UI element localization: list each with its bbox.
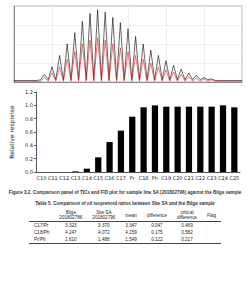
svg-text:C24: C24 <box>218 175 228 181</box>
svg-text:C19: C19 <box>161 175 171 181</box>
html-text:0.175: 0.175 <box>151 230 163 235</box>
svg-text:C20: C20 <box>173 175 183 181</box>
svg-text:C10: C10 <box>37 175 47 181</box>
svg-text:C21: C21 <box>184 175 194 181</box>
html-text:3.347: 3.347 <box>125 223 137 228</box>
svg-text:C14: C14 <box>82 175 92 181</box>
html-text:0.469: 0.469 <box>181 223 193 228</box>
svg-text:C15: C15 <box>93 175 103 181</box>
html-text:0.122: 0.122 <box>151 237 163 242</box>
svg-text:0.2: 0.2 <box>25 156 33 162</box>
html-text:0.217: 0.217 <box>181 237 193 242</box>
svg-text:C23: C23 <box>207 175 217 181</box>
html-text:3.370: 3.370 <box>98 223 110 228</box>
html-text:C17/Pr: C17/Pr <box>34 223 49 228</box>
html-text:C18/Ph: C18/Ph <box>34 230 50 235</box>
svg-text:0.8: 0.8 <box>25 116 33 122</box>
svg-text:0.4: 0.4 <box>25 142 33 148</box>
html-text:4.072: 4.072 <box>98 230 110 235</box>
html-text:4.159: 4.159 <box>125 230 137 235</box>
html-text:3.323: 3.323 <box>65 223 77 228</box>
html-text:4.247: 4.247 <box>65 230 77 235</box>
svg-text:Pr: Pr <box>130 175 136 181</box>
svg-text:C17: C17 <box>116 175 126 181</box>
svg-text:1.0: 1.0 <box>25 102 33 108</box>
html-text:201802786: 201802786 <box>59 215 83 220</box>
svg-text:1.2: 1.2 <box>25 89 33 95</box>
html-text:0.582: 0.582 <box>181 230 193 235</box>
svg-text:0.6: 0.6 <box>25 129 33 135</box>
html-text:Site SA: Site SA <box>96 210 112 215</box>
svg-text:C12: C12 <box>59 175 69 181</box>
svg-text:0.0: 0.0 <box>25 169 33 175</box>
svg-text:C11: C11 <box>48 175 58 181</box>
html-text:critical: critical <box>180 210 194 215</box>
html-text:0.047: 0.047 <box>151 223 163 228</box>
html-text:difference: difference <box>176 215 197 220</box>
html-text:Flag: Flag <box>207 212 216 218</box>
html-text:Pr/Ph: Pr/Ph <box>34 237 46 242</box>
html-text:difference: difference <box>146 212 167 218</box>
html-text:201802796: 201802796 <box>92 215 116 220</box>
html-text:Bilge: Bilge <box>65 210 76 215</box>
html-text:1.549: 1.549 <box>125 237 137 242</box>
svg-text:C16: C16 <box>105 175 115 181</box>
html-text:mean: mean <box>125 212 137 218</box>
svg-text:C22: C22 <box>195 175 205 181</box>
svg-text:Ph: Ph <box>152 175 158 181</box>
svg-text:C25: C25 <box>229 175 239 181</box>
svg-text:C18: C18 <box>139 175 149 181</box>
html-text:Figure 3.2. Comparison panel o: Figure 3.2. Comparison panel of TICs and… <box>8 190 242 195</box>
html-text:1.488: 1.488 <box>98 237 110 242</box>
svg-text:Relative response: Relative response <box>8 105 16 159</box>
svg-text:C13: C13 <box>71 175 81 181</box>
html-text:1.610: 1.610 <box>65 237 77 242</box>
html-text:Table 5. Comparison of oil iso: Table 5. Comparison of oil isoprenoid ra… <box>35 201 215 206</box>
